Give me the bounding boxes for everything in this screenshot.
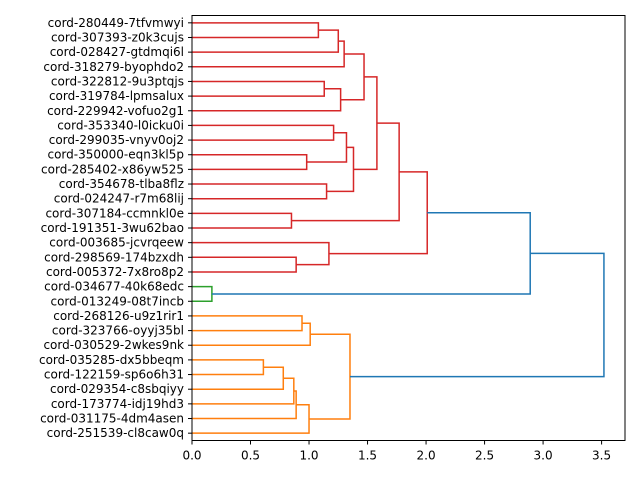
dendrogram-link [326, 146, 355, 193]
dendrogram-link [192, 80, 325, 97]
leaf-label: cord-322812-9u3ptqjs [51, 74, 184, 88]
x-tick-label: 2.0 [417, 449, 436, 463]
leaf-label: cord-319784-lpmsalux [49, 89, 184, 103]
dendrogram-link [192, 153, 308, 171]
dendrogram-link [192, 88, 342, 112]
dendrogram-link [291, 122, 400, 222]
leaf-label: cord-191351-3wu62bao [41, 221, 184, 235]
dendrogram-link [192, 366, 285, 390]
dendrogram-link [353, 76, 378, 171]
dendrogram-link [192, 390, 297, 420]
leaf-label: cord-251539-cl8caw0q [47, 426, 184, 440]
leaf-label: cord-005372-7x8ro8p2 [46, 265, 184, 279]
leaf-label: cord-298569-174bzxdh [44, 250, 184, 264]
leaf-label: cord-268126-u9z1rir1 [53, 309, 184, 323]
leaf-label: cord-229942-vofuo2g1 [47, 104, 184, 118]
leaf-label: cord-318279-byophdo2 [43, 60, 184, 74]
dendrogram-link [192, 241, 330, 266]
leaf-label: cord-003685-jcvrqeew [49, 236, 184, 250]
leaf-label: cord-285402-x86yw525 [41, 162, 184, 176]
leaf-label: cord-029354-c8sbqiyy [50, 382, 184, 396]
leaf-label: cord-299035-vnyv0oj2 [49, 133, 184, 147]
leaf-label: cord-307393-z0k3cujs [51, 30, 184, 44]
leaf-label: cord-030529-2wkes9nk [43, 338, 184, 352]
leaf-label: cord-028427-gtdmqi6l [50, 45, 184, 59]
leaf-label: cord-035285-dx5bbeqm [39, 353, 184, 367]
leaf-label: cord-034677-40k68edc [44, 280, 184, 294]
leaf-label: cord-354678-tlba8flz [59, 177, 184, 191]
dendrogram-link [192, 256, 297, 273]
dendrogram-link [192, 322, 311, 346]
x-axis: 0.0 0.5 1.0 1.5 2.0 2.5 3.0 3.5 [182, 440, 611, 463]
dendrogram-link [211, 212, 531, 295]
dendrogram-link [192, 22, 320, 39]
dendrogram-link [192, 285, 213, 303]
dendrogram-link [192, 29, 340, 53]
leaf-label: cord-013249-08t7incb [50, 294, 184, 308]
dendrogram-link [349, 252, 605, 378]
dendrogram-link [192, 124, 335, 141]
leaf-label: cord-122159-sp6o6h31 [44, 368, 184, 382]
x-tick-label: 1.0 [299, 449, 318, 463]
leaf-labels: cord-280449-7tfvmwyicord-307393-z0k3cujs… [39, 16, 192, 440]
x-tick-label: 0.5 [241, 449, 260, 463]
dendrogram-link [192, 359, 265, 376]
dendrogram-link [309, 333, 351, 420]
x-tick-label: 2.5 [475, 449, 494, 463]
dendrogram-link [192, 315, 303, 332]
x-tick-label: 3.5 [592, 449, 611, 463]
leaf-label: cord-323766-oyyj35bl [52, 324, 184, 338]
x-tick-label: 3.0 [534, 449, 553, 463]
x-tick-label: 1.5 [358, 449, 377, 463]
dendrogram-link [192, 40, 345, 68]
leaf-label: cord-031175-4dm4asen [40, 412, 184, 426]
dendrogram-link [192, 404, 310, 434]
dendrogram-link [192, 212, 293, 229]
leaf-label: cord-307184-ccmnkl0e [45, 206, 184, 220]
dendrogram-link [192, 183, 328, 200]
dendrogram-link [328, 171, 428, 255]
x-tick-label: 0.0 [182, 449, 201, 463]
dendrogram-links [192, 22, 605, 434]
dendrogram-link [192, 377, 295, 405]
leaf-label: cord-353340-l0icku0i [57, 118, 184, 132]
leaf-label: cord-350000-eqn3kl5p [47, 148, 184, 162]
leaf-label: cord-173774-idj19hd3 [51, 397, 184, 411]
leaf-label: cord-280449-7tfvmwyi [48, 16, 184, 30]
leaf-label: cord-024247-r7m68lij [54, 192, 184, 206]
dendrogram-link [306, 131, 348, 163]
